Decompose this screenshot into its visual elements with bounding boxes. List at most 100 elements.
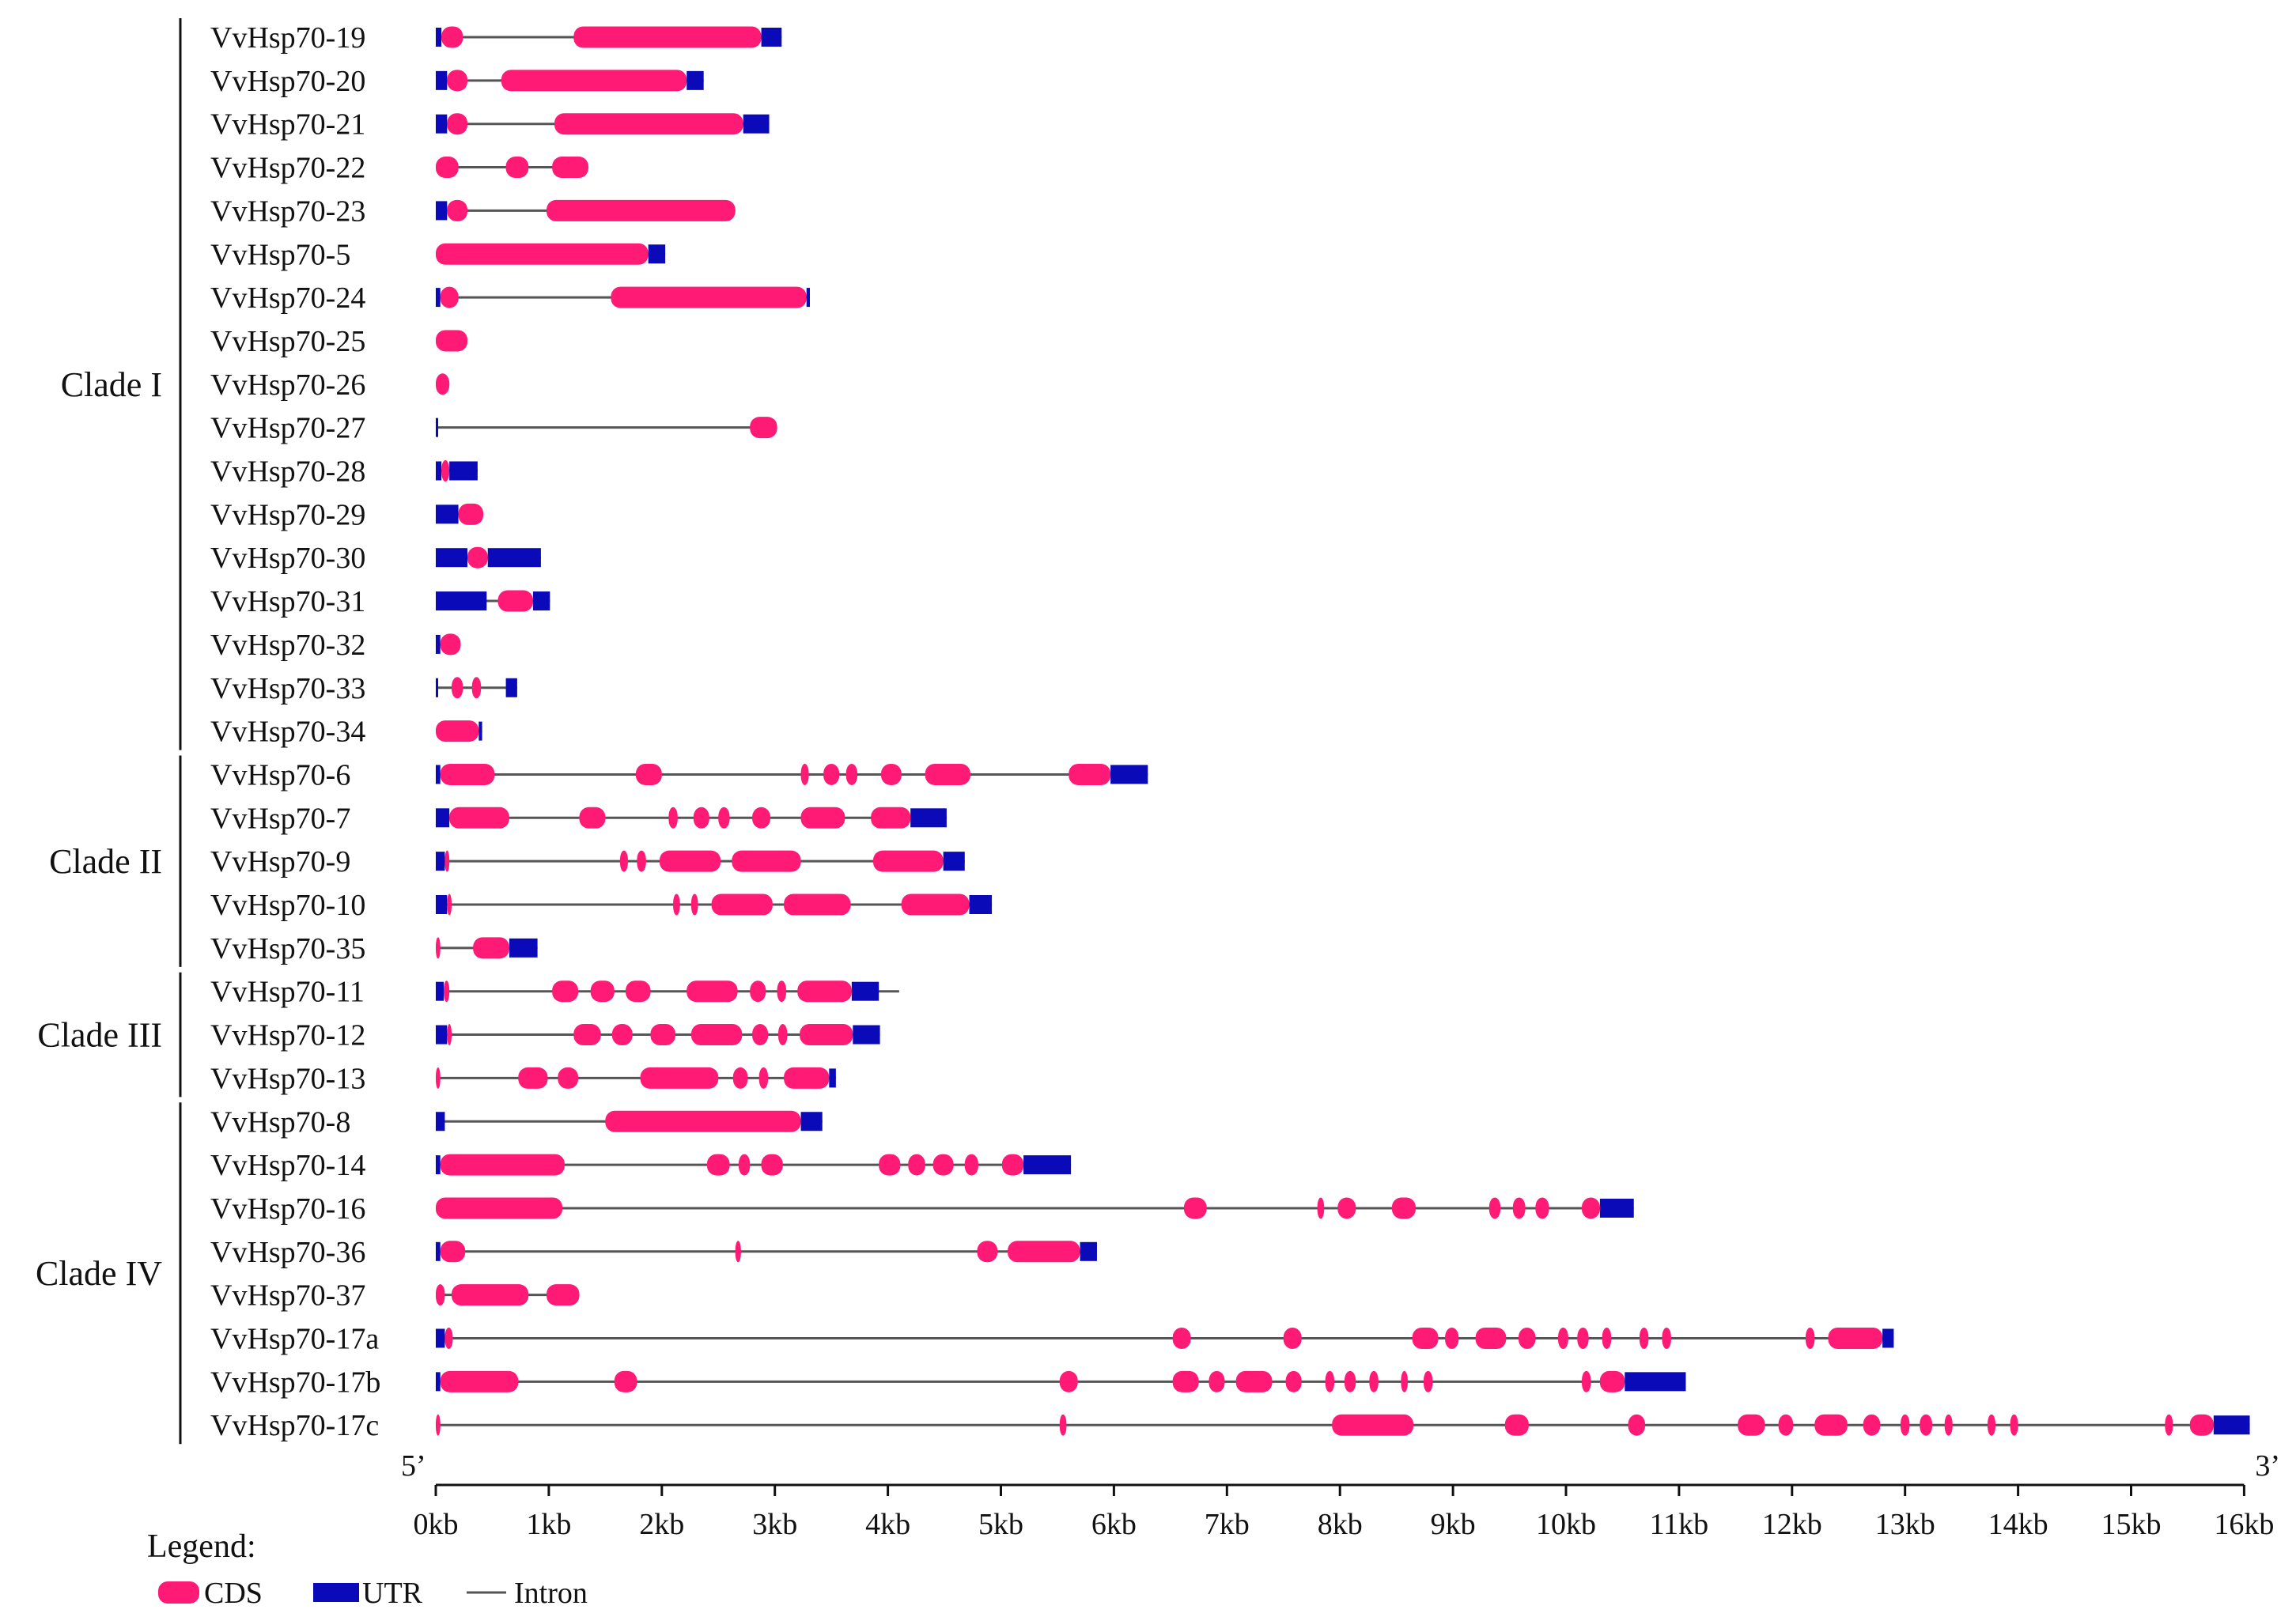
gene-track (436, 70, 704, 92)
gene-label: VvHsp70-11 (210, 976, 365, 1009)
utr-block (1599, 1198, 1634, 1218)
cds-exon (758, 1067, 769, 1089)
gene-label: VvHsp70-17b (210, 1366, 380, 1399)
gene-label: VvHsp70-25 (210, 325, 365, 358)
cds-exon (1172, 1328, 1191, 1349)
gene-track (436, 330, 468, 352)
cds-exon (1582, 1197, 1600, 1219)
gene-label: VvHsp70-7 (210, 802, 350, 835)
gene-label: VvHsp70-20 (210, 65, 365, 98)
cds-exon (706, 1154, 730, 1176)
cds-exon (1738, 1414, 1765, 1436)
utr-block (487, 548, 541, 568)
tick-label: 10kb (1536, 1508, 1596, 1541)
gene-track (436, 243, 666, 265)
cds-exon (436, 937, 441, 959)
clade-label: Clade I (61, 365, 162, 404)
cds-exon (1059, 1414, 1067, 1436)
clade-label: Clade IV (36, 1254, 162, 1293)
cds-exon (977, 1241, 998, 1263)
cds-exon (611, 286, 807, 308)
cds-exon (1488, 1197, 1501, 1219)
cds-exon (777, 1024, 788, 1046)
cds-exon (1662, 1328, 1671, 1349)
gene-track (436, 1154, 1072, 1176)
cds-exon (693, 807, 709, 829)
cds-exon (750, 417, 777, 439)
gene-label: VvHsp70-36 (210, 1236, 365, 1269)
utr-block (648, 244, 666, 264)
cds-exon (881, 763, 902, 785)
tick-label: 14kb (1988, 1508, 2048, 1541)
gene-track (436, 503, 484, 525)
cds-exon (1778, 1414, 1794, 1436)
tick-label: 12kb (1762, 1508, 1822, 1541)
cds-exon (932, 1154, 954, 1176)
gene-track (436, 417, 777, 439)
cds-exon (800, 1024, 853, 1046)
utr-block (436, 852, 445, 871)
cds-exon (440, 1154, 565, 1176)
gene-label: VvHsp70-12 (210, 1019, 365, 1052)
gene-track (436, 286, 810, 308)
cds-exon (1317, 1197, 1325, 1219)
cds-exon (761, 1154, 783, 1176)
x-axis: 0kb 1kb 2kb 3kb 4kb 5kb 6kb 7kb 8kb 9kb 10kb 11kb 12… (401, 1449, 2280, 1541)
cds-exon (1628, 1414, 1646, 1436)
gene-track (436, 373, 450, 395)
cds-exon (1235, 1370, 1273, 1392)
cds-exon (1423, 1370, 1433, 1392)
cds-exon (732, 850, 801, 872)
gene-label: VvHsp70-34 (210, 716, 365, 749)
utr-block (943, 852, 965, 871)
cds-exon (1557, 1328, 1568, 1349)
cds-exon (447, 894, 452, 916)
gene-track (436, 1110, 823, 1132)
gene-tracks (436, 26, 2250, 1436)
cds-exon (440, 1241, 466, 1263)
gene-track (436, 980, 899, 1003)
gene-label: VvHsp70-22 (210, 152, 365, 185)
tick-label: 15kb (2101, 1508, 2162, 1541)
legend: Legend: CDS UTR Intron (147, 1528, 588, 1610)
legend-cds-label: CDS (204, 1577, 263, 1610)
tick-label: 5kb (978, 1508, 1023, 1541)
cds-exon (2189, 1414, 2214, 1436)
gene-track (436, 850, 965, 872)
legend-intron-label: Intron (514, 1577, 588, 1610)
clade-label: Clade III (37, 1016, 162, 1055)
utr-block (436, 1155, 441, 1175)
cds-exon (467, 546, 488, 569)
cds-exon (1944, 1414, 1953, 1436)
utr-block (436, 201, 448, 221)
cds-exon (447, 199, 468, 221)
utr-block (436, 504, 459, 524)
cds-exon (1475, 1328, 1507, 1349)
gene-label: VvHsp70-8 (210, 1105, 350, 1139)
gene-track (436, 590, 550, 612)
cds-exon (436, 1197, 563, 1219)
gene-track (436, 546, 541, 569)
tick-label: 8kb (1318, 1508, 1363, 1541)
three-prime-label: 3’ (2255, 1449, 2280, 1483)
cds-exon (1445, 1328, 1459, 1349)
gene-label: VvHsp70-16 (210, 1192, 365, 1226)
gene-label: VvHsp70-32 (210, 629, 365, 662)
utr-block (436, 461, 442, 481)
cds-exon (1008, 1241, 1080, 1263)
cds-exon (1582, 1370, 1591, 1392)
cds-exon (471, 677, 482, 699)
cds-exon (505, 157, 529, 179)
cds-exon (1369, 1370, 1379, 1392)
cds-exon (1512, 1197, 1526, 1219)
cds-exon (441, 460, 450, 482)
tick-label: 1kb (526, 1508, 571, 1541)
gene-label: VvHsp70-31 (210, 585, 365, 618)
gene-labels: VvHsp70-19 VvHsp70-20 VvHsp70-21 VvHsp70-22… (210, 21, 380, 1442)
utr-block (436, 1025, 448, 1045)
gene-label: VvHsp70-24 (210, 281, 365, 315)
utr-block (969, 895, 993, 914)
cds-exon (752, 1024, 769, 1046)
utr-block (436, 1112, 445, 1132)
clade-brackets: Clade I Clade II Clade III Clade IV (36, 18, 182, 1445)
